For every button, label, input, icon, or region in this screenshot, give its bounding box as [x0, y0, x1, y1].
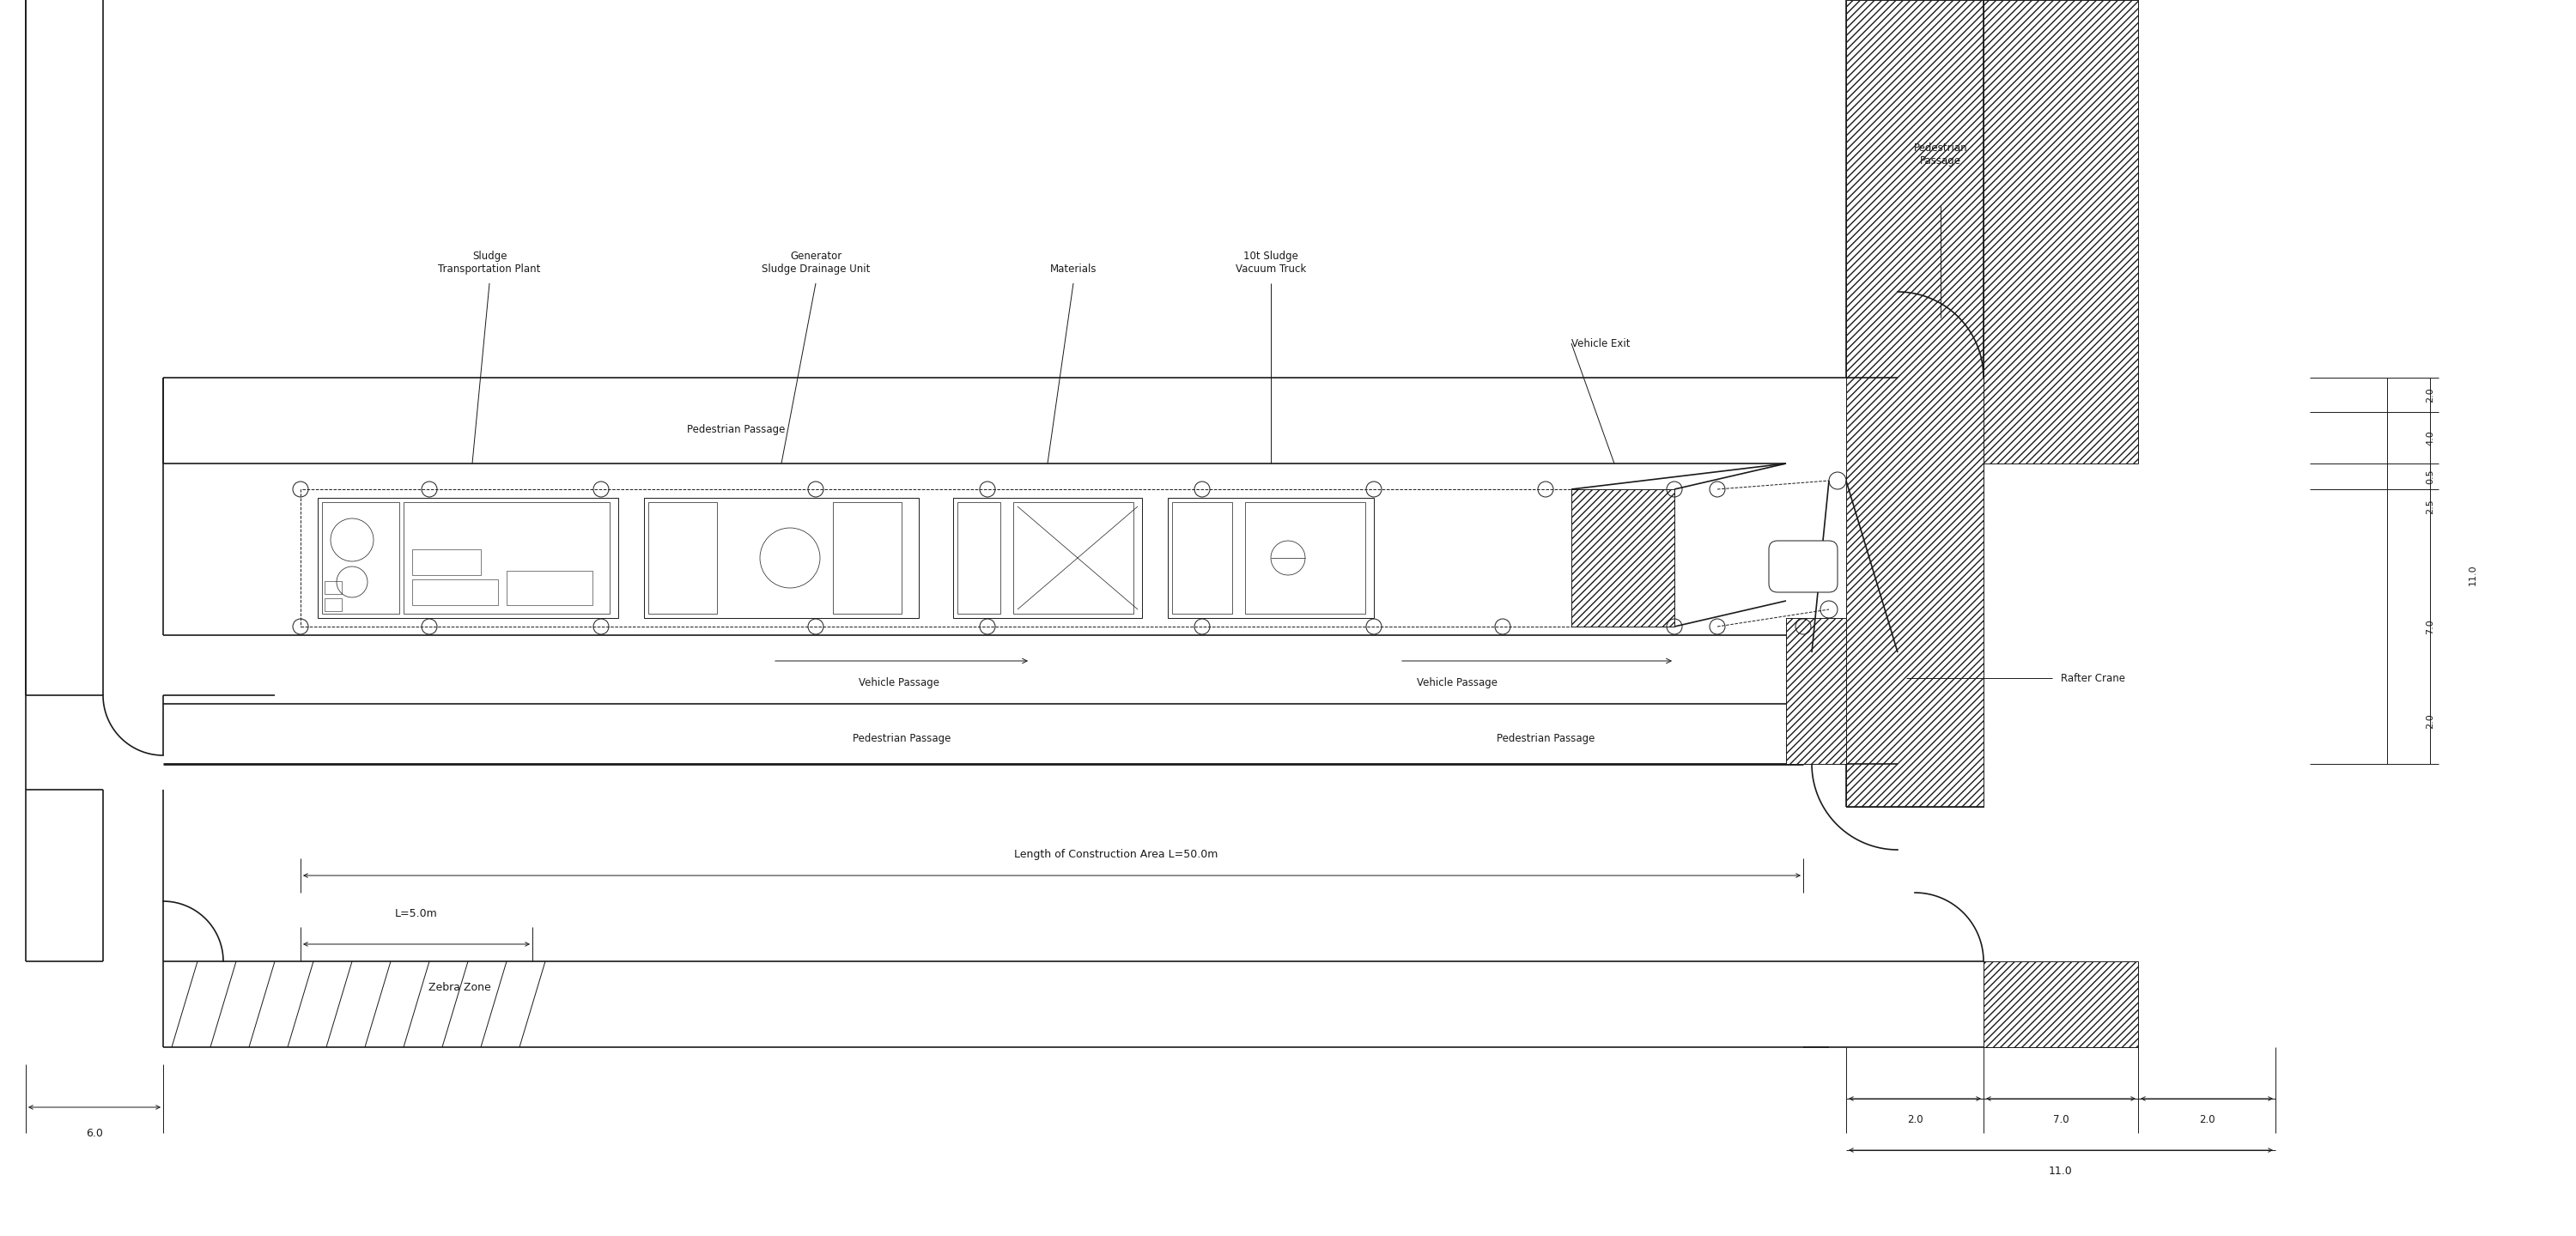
Bar: [1167, 498, 1373, 618]
Bar: [1984, 0, 2138, 464]
Text: 7.0: 7.0: [2427, 619, 2434, 634]
Text: Vehicle Passage: Vehicle Passage: [1417, 677, 1497, 688]
Text: 10t Sludge
Vacuum Truck: 10t Sludge Vacuum Truck: [1236, 251, 1306, 274]
Bar: [1847, 0, 1984, 807]
Text: 11.0: 11.0: [2048, 1166, 2074, 1177]
Bar: [958, 502, 999, 614]
Text: Pedestrian Passage: Pedestrian Passage: [1497, 733, 1595, 744]
Bar: [1172, 502, 1231, 614]
Text: 2.0: 2.0: [2427, 713, 2434, 728]
Bar: [644, 498, 920, 618]
Text: 6.0: 6.0: [85, 1127, 103, 1138]
Text: Pedestrian
Passage: Pedestrian Passage: [1914, 142, 1968, 167]
Bar: [404, 502, 611, 614]
Text: Pedestrian Passage: Pedestrian Passage: [688, 424, 786, 435]
Text: Vehicle Exit: Vehicle Exit: [1571, 337, 1631, 349]
Text: Materials: Materials: [1051, 263, 1097, 274]
Text: Sludge
Transportation Plant: Sludge Transportation Plant: [438, 251, 541, 274]
Text: 7.0: 7.0: [2053, 1115, 2069, 1126]
Bar: [649, 502, 716, 614]
Bar: [412, 549, 482, 575]
Text: Generator
Sludge Drainage Unit: Generator Sludge Drainage Unit: [762, 251, 871, 274]
Text: L=5.0m: L=5.0m: [394, 908, 438, 920]
Text: 2.0: 2.0: [2427, 387, 2434, 403]
Bar: [1571, 489, 1674, 627]
Bar: [1785, 618, 1847, 764]
Bar: [1012, 502, 1133, 614]
Text: 11.0: 11.0: [2468, 565, 2478, 586]
Text: Zebra Zone: Zebra Zone: [428, 981, 489, 993]
Text: 2.5: 2.5: [2427, 499, 2434, 514]
FancyBboxPatch shape: [1770, 541, 1837, 592]
Bar: [322, 502, 399, 614]
Bar: [412, 580, 497, 606]
Text: 2.0: 2.0: [1906, 1115, 1922, 1126]
Text: 0.5: 0.5: [2427, 468, 2434, 485]
Text: Pedestrian Passage: Pedestrian Passage: [853, 733, 951, 744]
Text: Rafter Crane: Rafter Crane: [2061, 672, 2125, 684]
Text: Vehicle Passage: Vehicle Passage: [858, 677, 940, 688]
Bar: [1984, 962, 2138, 1047]
Bar: [301, 489, 1674, 627]
Text: 2.0: 2.0: [2200, 1115, 2215, 1126]
Bar: [325, 581, 343, 595]
Bar: [832, 502, 902, 614]
Bar: [325, 598, 343, 611]
Bar: [953, 498, 1141, 618]
Text: Length of Construction Area L=50.0m: Length of Construction Area L=50.0m: [1015, 848, 1218, 859]
Bar: [507, 571, 592, 606]
Bar: [317, 498, 618, 618]
Text: 4.0: 4.0: [2427, 430, 2434, 445]
Bar: [1244, 502, 1365, 614]
